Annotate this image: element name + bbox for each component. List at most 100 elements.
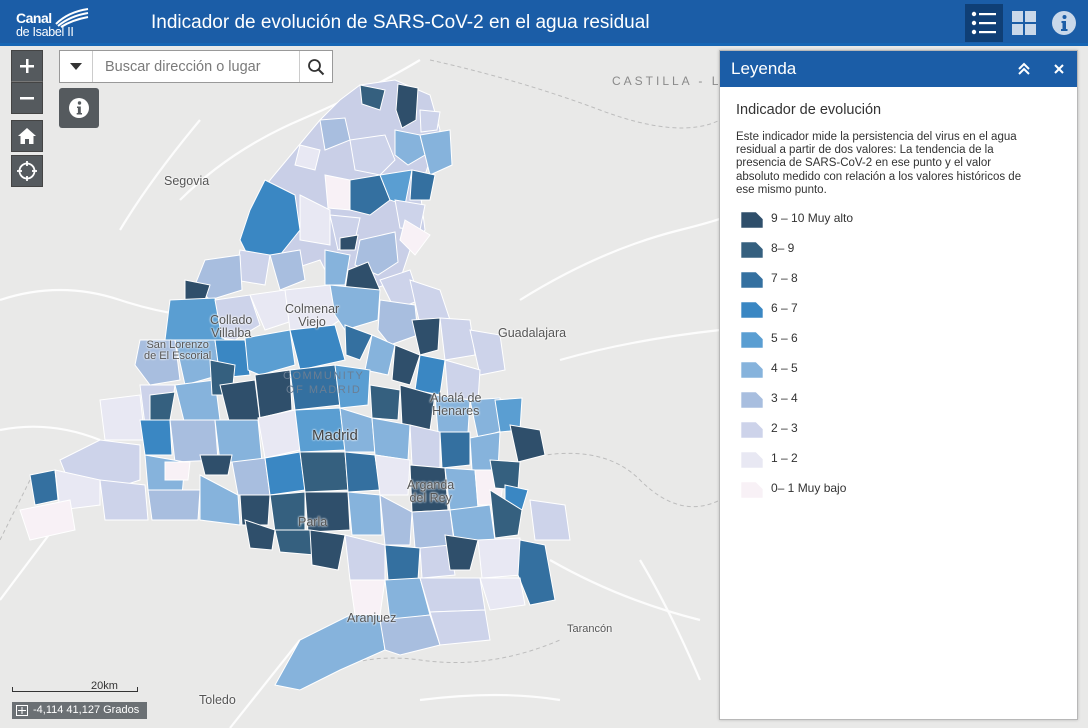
legend-layer-title: Indicador de evolución: [736, 102, 882, 118]
search-source-dropdown[interactable]: [60, 51, 93, 82]
legend-swatch: [740, 271, 764, 289]
legend-item-label: 5 – 6: [771, 331, 798, 345]
legend-close-button[interactable]: [1049, 59, 1069, 79]
label-tarancon: Tarancón: [567, 623, 613, 635]
label-collado-line1: Collado: [210, 313, 253, 327]
label-colmenar-viejo: Colmenar Viejo: [285, 303, 339, 329]
legend-item: 7 – 8: [740, 268, 1040, 290]
legend-item-label: 3 – 4: [771, 391, 798, 405]
label-alcala-line2: Henares: [432, 404, 480, 418]
coordinate-readout[interactable]: -4,114 41,127 Grados: [12, 702, 147, 719]
scale-bar: [12, 678, 141, 692]
zoom-in-button[interactable]: [11, 50, 43, 82]
logo-line-2: de Isabel II: [16, 25, 74, 39]
legend-swatch: [740, 421, 764, 439]
label-san-lorenzo-el-escorial: San Lorenzo de El Escorial: [144, 340, 211, 362]
plus-icon: [20, 59, 34, 73]
legend-header: Leyenda: [720, 51, 1077, 87]
label-community-line1: COMMUNITY: [283, 370, 365, 382]
legend-item: 6 – 7: [740, 298, 1040, 320]
home-button[interactable]: [11, 120, 43, 152]
legend-item: 1 – 2: [740, 448, 1040, 470]
legend-item-label: 9 – 10 Muy alto: [771, 211, 854, 225]
province-borders: [0, 59, 721, 691]
legend-item-label: 8– 9: [771, 241, 795, 255]
caret-down-icon: [70, 62, 82, 70]
label-alcala-de-henares: Alcalá de Henares: [430, 392, 481, 418]
layers-grid-button[interactable]: [1005, 4, 1043, 42]
legend-list-icon: [971, 11, 996, 35]
label-collado-line2: Villalba: [211, 326, 252, 340]
label-madrid: Madrid: [312, 427, 358, 444]
minus-icon: [20, 97, 34, 100]
zoom-out-button[interactable]: [11, 82, 43, 114]
label-colmenar-line2: Viejo: [298, 315, 326, 329]
label-segovia: Segovia: [164, 174, 210, 188]
canal-isabel-ii-logo: Canal de Isabel II: [14, 6, 89, 40]
legend-item: 3 – 4: [740, 388, 1040, 410]
scale-label: 20km: [91, 680, 118, 692]
legend-swatch: [740, 361, 764, 379]
label-escorial-line1: San Lorenzo: [146, 339, 209, 351]
locate-crosshair-icon: [17, 161, 37, 181]
legend-item: 0– 1 Muy bajo: [740, 478, 1040, 500]
legend-panel: Leyenda Indicador de evolución Este indi…: [719, 50, 1078, 720]
about-button[interactable]: [1045, 4, 1083, 42]
search-widget: [59, 50, 333, 83]
grid-icon: [1012, 11, 1036, 35]
crosshair-icon: [16, 705, 28, 716]
label-community-of-madrid: COMMUNITY OF MADRID: [283, 369, 364, 397]
legend-swatch: [740, 331, 764, 349]
legend-item-label: 7 – 8: [771, 271, 798, 285]
legend-item-label: 2 – 3: [771, 421, 798, 435]
label-collado-villalba: Collado Villalba: [210, 314, 252, 340]
app-header: Canal de Isabel II Indicador de evolució…: [0, 0, 1088, 46]
legend-title: Leyenda: [731, 59, 797, 78]
zoom-controls: [0, 50, 60, 130]
legend-swatch: [740, 451, 764, 469]
info-circle-icon: [69, 98, 89, 118]
search-button[interactable]: [299, 51, 332, 82]
municipalities-layer[interactable]: [19, 79, 571, 691]
legend-swatch: [740, 301, 764, 319]
close-icon: [1054, 64, 1064, 74]
label-arganda-line2: del Rey: [409, 491, 452, 505]
legend-item: 8– 9: [740, 238, 1040, 260]
locate-button[interactable]: [11, 155, 43, 187]
double-chevron-up-icon: [1018, 62, 1030, 75]
home-icon: [18, 128, 36, 144]
legend-item: 4 – 5: [740, 358, 1040, 380]
legend-swatch: [740, 481, 764, 499]
legend-description: Este indicador mide la persistencia del …: [736, 131, 1022, 196]
legend-item: 5 – 6: [740, 328, 1040, 350]
search-input[interactable]: [94, 51, 299, 82]
legend-swatch: [740, 391, 764, 409]
label-community-line2: OF MADRID: [286, 384, 362, 396]
label-toledo: Toledo: [199, 693, 236, 707]
water-waves-icon: [55, 8, 89, 28]
coordinate-text: -4,114 41,127 Grados: [33, 704, 140, 716]
legend-toggle-button[interactable]: [965, 4, 1003, 42]
label-colmenar-line1: Colmenar: [285, 302, 340, 316]
legend-item: 9 – 10 Muy alto: [740, 208, 1040, 230]
legend-collapse-button[interactable]: [1014, 59, 1034, 79]
legend-item-label: 6 – 7: [771, 301, 798, 315]
legend-item-label: 0– 1 Muy bajo: [771, 481, 847, 495]
legend-item: 2 – 3: [740, 418, 1040, 440]
logo-line-1: Canal: [16, 10, 52, 26]
legend-swatch: [740, 241, 764, 259]
label-alcala-line1: Alcalá de: [430, 391, 482, 405]
label-aranjuez: Aranjuez: [347, 611, 397, 625]
label-arganda-line1: Arganda: [407, 478, 455, 492]
legend-swatch: [740, 211, 764, 229]
map-info-button[interactable]: [59, 88, 99, 128]
info-icon: [1052, 11, 1076, 35]
label-parla: Parla: [298, 515, 328, 529]
legend-item-label: 4 – 5: [771, 361, 798, 375]
label-guadalajara: Guadalajara: [498, 326, 567, 340]
legend-item-label: 1 – 2: [771, 451, 798, 465]
label-arganda-del-rey: Arganda del Rey: [407, 479, 454, 505]
label-escorial-line2: de El Escorial: [144, 350, 212, 362]
app-title: Indicador de evolución de SARS-CoV-2 en …: [151, 12, 650, 33]
